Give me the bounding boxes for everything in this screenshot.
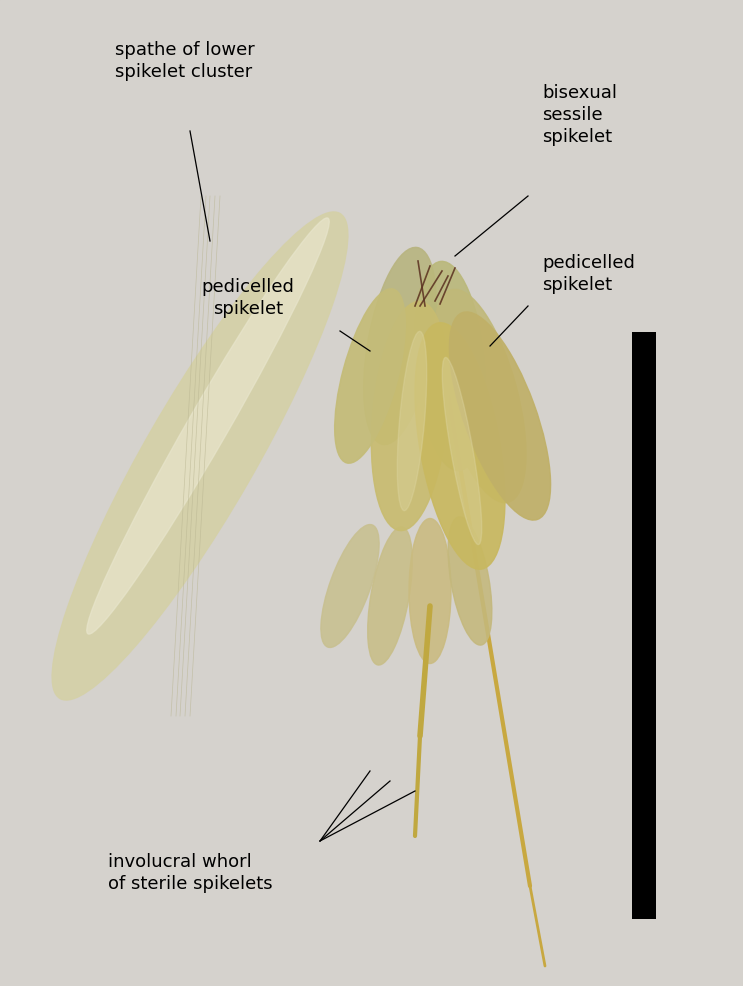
Ellipse shape	[434, 289, 526, 503]
Text: pedicelled
spikelet: pedicelled spikelet	[542, 253, 635, 294]
Text: bisexual
sessile
spikelet: bisexual sessile spikelet	[542, 84, 617, 146]
Text: spathe of lower
spikelet cluster: spathe of lower spikelet cluster	[115, 40, 255, 81]
Ellipse shape	[414, 261, 486, 470]
Ellipse shape	[450, 312, 551, 520]
Ellipse shape	[442, 357, 481, 544]
Ellipse shape	[52, 212, 348, 700]
Ellipse shape	[368, 527, 412, 665]
Ellipse shape	[398, 331, 426, 511]
Bar	[632, 332, 656, 919]
Text: involucral whorl
of sterile spikelets: involucral whorl of sterile spikelets	[108, 853, 273, 893]
Ellipse shape	[409, 519, 451, 664]
Ellipse shape	[372, 302, 449, 530]
Ellipse shape	[87, 218, 329, 634]
Ellipse shape	[334, 289, 406, 463]
Ellipse shape	[448, 517, 492, 645]
Ellipse shape	[321, 525, 379, 648]
Ellipse shape	[363, 247, 436, 445]
Ellipse shape	[415, 322, 505, 569]
Text: pedicelled
spikelet: pedicelled spikelet	[201, 278, 294, 318]
